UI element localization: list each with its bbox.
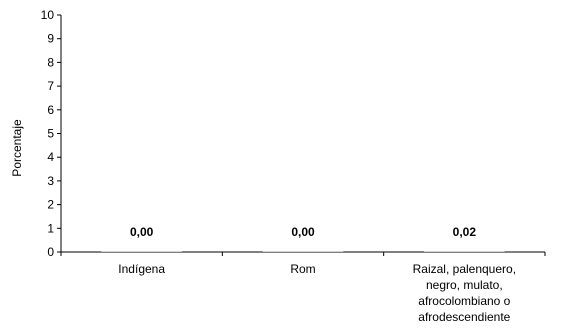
y-tick-label: 9: [47, 32, 54, 46]
y-tick-label: 10: [41, 8, 55, 22]
x-axis: [60, 251, 546, 256]
bar: [424, 251, 505, 252]
data-labels: 0,00 0,00 0,02: [130, 225, 476, 239]
y-tick-label: 7: [47, 79, 54, 93]
data-label: 0,00: [291, 225, 315, 239]
y-tick-label: 2: [47, 198, 54, 212]
y-tick-label: 8: [47, 55, 54, 69]
category-label: afrocolombiano o: [418, 294, 510, 308]
category-labels: Indígena Rom Raizal, palenquero, negro, mul…: [118, 262, 516, 324]
y-axis: 0 1 2 3 4 5 6 7 8 9 10: [41, 8, 62, 259]
bars: [101, 251, 505, 252]
category-label: Raizal, palenquero,: [413, 262, 516, 276]
category-label: Indígena: [118, 262, 165, 276]
y-tick-label: 3: [47, 174, 54, 188]
y-tick-label: 5: [47, 127, 54, 141]
y-tick-label: 1: [47, 221, 54, 235]
y-tick-label: 4: [47, 150, 54, 164]
category-label: afrodescendiente: [418, 310, 510, 324]
data-label: 0,00: [130, 225, 154, 239]
bar: [101, 251, 182, 252]
y-tick-label: 6: [47, 103, 54, 117]
bar: [262, 251, 344, 252]
data-label: 0,02: [453, 225, 477, 239]
category-label: negro, mulato,: [426, 278, 503, 292]
category-label: Rom: [290, 262, 315, 276]
y-axis-label: Porcentaje: [10, 119, 24, 177]
y-tick-label: 0: [47, 245, 54, 259]
